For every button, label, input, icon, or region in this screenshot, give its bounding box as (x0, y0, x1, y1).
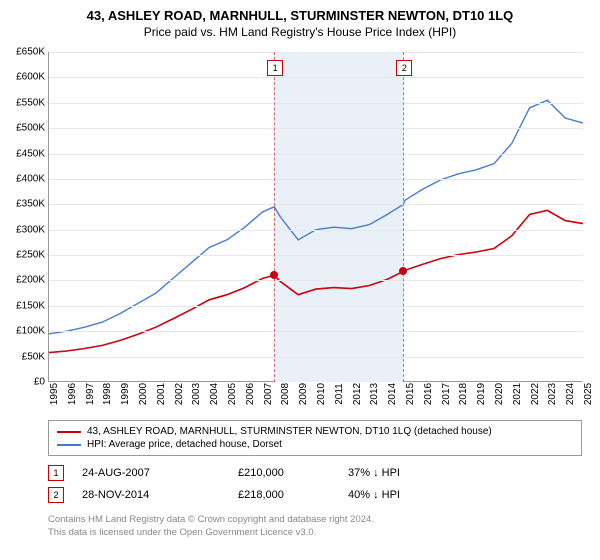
gridline-h (49, 306, 583, 307)
x-axis-label: 2006 (245, 383, 256, 405)
chart-container: 43, ASHLEY ROAD, MARNHULL, STURMINSTER N… (0, 0, 600, 560)
gridline-h (49, 255, 583, 256)
y-axis-label: £300K (3, 224, 45, 235)
x-axis-label: 2004 (209, 383, 220, 405)
x-axis-label: 2010 (316, 383, 327, 405)
legend-row: 43, ASHLEY ROAD, MARNHULL, STURMINSTER N… (57, 425, 573, 438)
legend-swatch (57, 444, 81, 446)
gridline-h (49, 331, 583, 332)
legend-label: HPI: Average price, detached house, Dors… (87, 439, 282, 450)
x-axis-label: 2002 (174, 383, 185, 405)
gridline-h (49, 77, 583, 78)
sale-dot (270, 271, 278, 279)
x-axis-label: 2011 (334, 383, 345, 405)
x-axis-label: 2017 (441, 383, 452, 405)
y-axis-label: £500K (3, 123, 45, 134)
x-axis-label: 2003 (191, 383, 202, 405)
x-axis-label: 2000 (138, 383, 149, 405)
sales-table: 1 24-AUG-2007£210,00037% ↓ HPI 2 28-NOV-201… (48, 462, 582, 506)
x-axis-label: 2001 (156, 383, 167, 405)
footer-line-2: This data is licensed under the Open Gov… (48, 527, 582, 540)
sale-price: £218,000 (238, 489, 348, 501)
legend-swatch (57, 431, 81, 433)
x-axis-label: 2016 (423, 383, 434, 405)
sale-diff: 37% ↓ HPI (348, 467, 458, 479)
gridline-h (49, 230, 583, 231)
y-axis-label: £150K (3, 300, 45, 311)
sale-row: 1 24-AUG-2007£210,00037% ↓ HPI (48, 462, 582, 484)
x-axis-label: 2009 (298, 383, 309, 405)
y-axis-label: £400K (3, 173, 45, 184)
y-axis-label: £550K (3, 97, 45, 108)
plot-region: £0£50K£100K£150K£200K£250K£300K£350K£400… (48, 52, 582, 382)
sale-marker-label: 2 (396, 60, 412, 76)
y-axis-label: £0 (3, 377, 45, 388)
sale-row: 2 28-NOV-2014£218,00040% ↓ HPI (48, 484, 582, 506)
x-axis-label: 2023 (547, 383, 558, 405)
y-axis-label: £650K (3, 47, 45, 58)
gridline-h (49, 128, 583, 129)
sale-vline (274, 52, 275, 382)
sale-date: 24-AUG-2007 (82, 467, 238, 479)
x-axis-label: 2018 (458, 383, 469, 405)
page-subtitle: Price paid vs. HM Land Registry's House … (0, 23, 600, 39)
gridline-h (49, 179, 583, 180)
x-axis-label: 2020 (494, 383, 505, 405)
sale-diff: 40% ↓ HPI (348, 489, 458, 501)
x-axis-label: 2022 (530, 383, 541, 405)
legend-row: HPI: Average price, detached house, Dors… (57, 438, 573, 451)
gridline-h (49, 103, 583, 104)
chart-area: £0£50K£100K£150K£200K£250K£300K£350K£400… (48, 52, 582, 382)
sale-row-marker: 2 (48, 487, 64, 503)
x-axis-label: 2024 (565, 383, 576, 405)
x-axis-label: 2015 (405, 383, 416, 405)
x-axis-label: 2025 (583, 383, 594, 405)
x-axis-label: 1999 (120, 383, 131, 405)
y-axis-label: £50K (3, 351, 45, 362)
x-axis-label: 2005 (227, 383, 238, 405)
x-axis-label: 2012 (352, 383, 363, 405)
x-axis-label: 2021 (512, 383, 523, 405)
y-axis-label: £350K (3, 199, 45, 210)
sale-date: 28-NOV-2014 (82, 489, 238, 501)
x-axis-label: 2013 (369, 383, 380, 405)
x-axis-label: 2008 (280, 383, 291, 405)
footer-line-1: Contains HM Land Registry data © Crown c… (48, 514, 582, 527)
x-axis-label: 2014 (387, 383, 398, 405)
y-axis-label: £100K (3, 326, 45, 337)
x-axis-label: 1996 (67, 383, 78, 405)
sale-row-marker: 1 (48, 465, 64, 481)
x-axis-label: 1997 (85, 383, 96, 405)
sale-price: £210,000 (238, 467, 348, 479)
line-layer (49, 52, 583, 382)
sale-vline (403, 52, 404, 382)
x-axis-label: 1998 (102, 383, 113, 405)
y-axis-label: £600K (3, 72, 45, 83)
sale-marker-label: 1 (267, 60, 283, 76)
gridline-h (49, 52, 583, 53)
y-axis-label: £450K (3, 148, 45, 159)
y-axis-label: £250K (3, 250, 45, 261)
page-title: 43, ASHLEY ROAD, MARNHULL, STURMINSTER N… (0, 0, 600, 23)
gridline-h (49, 280, 583, 281)
attribution-footer: Contains HM Land Registry data © Crown c… (48, 514, 582, 540)
gridline-h (49, 357, 583, 358)
legend: 43, ASHLEY ROAD, MARNHULL, STURMINSTER N… (48, 420, 582, 456)
gridline-h (49, 154, 583, 155)
series-hpi (49, 100, 583, 334)
sale-dot (399, 267, 407, 275)
y-axis-label: £200K (3, 275, 45, 286)
x-axis-label: 2007 (263, 383, 274, 405)
x-axis-label: 2019 (476, 383, 487, 405)
x-axis-label: 1995 (49, 383, 60, 405)
gridline-h (49, 204, 583, 205)
legend-label: 43, ASHLEY ROAD, MARNHULL, STURMINSTER N… (87, 426, 492, 437)
